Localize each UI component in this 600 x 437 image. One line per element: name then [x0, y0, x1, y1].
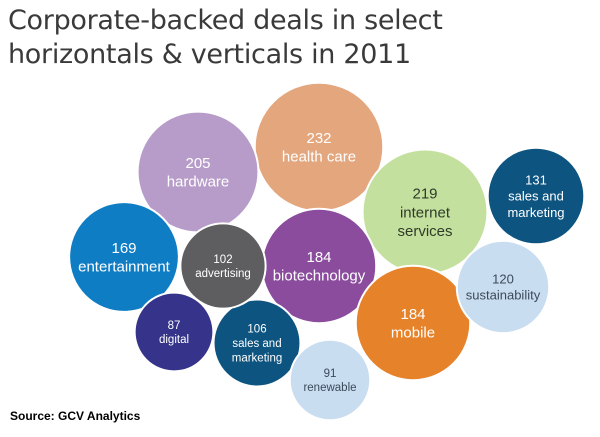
bubble-value-label: 91 — [324, 368, 337, 380]
bubble-value-label: 184 — [400, 306, 425, 323]
bubble-category-label: digital — [159, 334, 189, 346]
bubble-circle — [455, 239, 551, 335]
bubble-category-label: biotechnology — [273, 268, 366, 285]
bubble-biotechnology: 184 biotechnology — [260, 207, 378, 325]
bubble-health-care: 232 health care — [253, 81, 385, 213]
bubble-value-label: 232 — [306, 130, 331, 147]
bubble-value-label: 169 — [111, 240, 136, 257]
bubble-value-label: 106 — [247, 324, 266, 336]
bubble-category-label: advertising — [195, 268, 251, 280]
bubble-value-label: 102 — [213, 254, 232, 266]
bubble-circle — [133, 291, 215, 373]
bubble-category-label: sales and — [508, 189, 564, 204]
bubble-circle — [253, 81, 385, 213]
bubble-value-label: 120 — [492, 271, 514, 286]
bubble-category-label: marketing — [232, 352, 283, 364]
bubble-advertising: 102 advertising — [179, 222, 267, 310]
bubble-value-label: 184 — [306, 249, 331, 266]
source-note: Source: GCV Analytics — [10, 409, 141, 423]
bubble-circle — [354, 264, 472, 382]
bubble-entertainment: 169 entertainment — [68, 201, 180, 313]
bubble-category-label: internet — [400, 204, 451, 221]
bubble-value-label: 87 — [168, 320, 181, 332]
bubble-circle — [212, 298, 302, 388]
bubble-category-label: health care — [282, 149, 356, 166]
bubble-category-label: renewable — [303, 382, 356, 394]
bubble-category-label: entertainment — [78, 259, 171, 276]
chart-title-line-2: horizontals & verticals in 2011 — [8, 39, 411, 70]
bubble-circle — [486, 146, 586, 246]
bubble-circle — [288, 338, 372, 422]
bubble-sustainability: 120 sustainability — [455, 239, 551, 335]
chart-title: Corporate-backed deals in select horizon… — [8, 4, 588, 72]
bubble-value-label: 219 — [412, 186, 437, 203]
bubble-circle — [179, 222, 267, 310]
bubble-renewable: 91 renewable — [288, 338, 372, 422]
bubble-digital: 87 digital — [133, 291, 215, 373]
chart-title-line-1: Corporate-backed deals in select — [8, 5, 443, 36]
bubble-value-label: 131 — [525, 172, 547, 187]
bubble-category-label: marketing — [507, 205, 564, 220]
bubble-circle — [68, 201, 180, 313]
bubble-category-label: hardware — [167, 174, 230, 191]
bubble-sales-and-marketing-2: 106 sales and marketing — [212, 298, 302, 388]
bubble-value-label: 205 — [185, 155, 210, 172]
bubble-category-label: mobile — [391, 325, 435, 342]
bubble-hardware: 205 hardware — [136, 110, 260, 234]
bubble-category-label: sustainability — [466, 288, 541, 303]
bubble-category-label: services — [397, 223, 452, 240]
bubble-category-label: sales and — [232, 338, 281, 350]
bubble-mobile: 184 mobile — [354, 264, 472, 382]
